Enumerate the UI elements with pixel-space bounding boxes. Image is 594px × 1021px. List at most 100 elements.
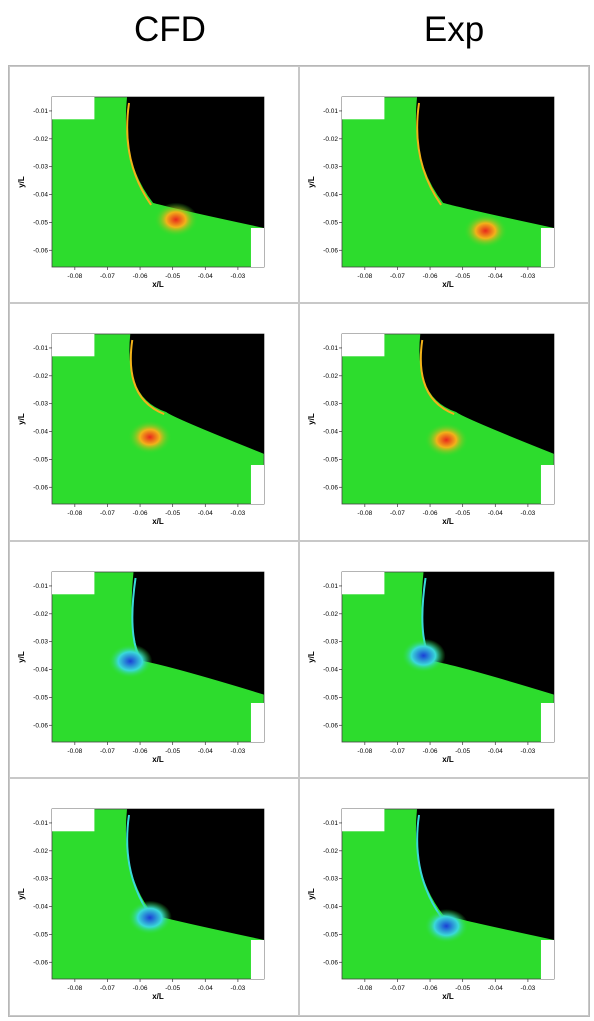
panel-exp-2: -0.08 -0.07 -0.06 -0.05 -0.04 -0.03 -0.01 -0.02… xyxy=(299,303,589,541)
flow-field-plot: -0.08 -0.07 -0.06 -0.05 -0.04 -0.03 -0.01 -0.02… xyxy=(17,333,265,526)
y-tick-label: -0.06 xyxy=(323,722,338,729)
x-axis-label: x/L xyxy=(152,517,164,526)
y-tick-label: -0.06 xyxy=(323,959,338,966)
y-axis-label: y/L xyxy=(17,176,26,188)
x-tick-label: -0.08 xyxy=(67,273,82,280)
x-tick-label: -0.08 xyxy=(67,985,82,992)
y-tick-label: -0.01 xyxy=(323,108,338,115)
hull-body xyxy=(129,334,264,454)
y-tick-label: -0.02 xyxy=(323,611,338,618)
y-tick-label: -0.03 xyxy=(323,164,338,171)
x-tick-label: -0.06 xyxy=(423,748,438,755)
domain-mask xyxy=(250,702,264,742)
x-tick-label: -0.04 xyxy=(488,273,503,280)
panel-exp-4: -0.08 -0.07 -0.06 -0.05 -0.04 -0.03 -0.01 -0.02… xyxy=(299,778,589,1016)
panel-cfd-4: -0.08 -0.07 -0.06 -0.05 -0.04 -0.03 -0.01 -0.02… xyxy=(9,778,299,1016)
x-tick-label: -0.04 xyxy=(198,985,213,992)
y-tick-label: -0.02 xyxy=(33,373,48,380)
y-tick-label: -0.03 xyxy=(323,639,338,646)
x-tick-label: -0.06 xyxy=(423,985,438,992)
x-tick-label: -0.04 xyxy=(488,510,503,517)
y-tick-label: -0.04 xyxy=(33,192,48,199)
cfd-column-title: CFD xyxy=(134,10,206,49)
x-tick-label: -0.05 xyxy=(455,985,470,992)
y-tick-label: -0.03 xyxy=(33,876,48,883)
domain-mask xyxy=(540,939,554,979)
y-tick-label: -0.01 xyxy=(33,345,48,352)
y-tick-label: -0.05 xyxy=(33,219,48,226)
vortex-core xyxy=(424,909,469,944)
domain-mask xyxy=(52,334,95,357)
y-tick-label: -0.01 xyxy=(323,345,338,352)
x-tick-label: -0.08 xyxy=(357,985,372,992)
domain-mask xyxy=(342,334,385,357)
x-tick-label: -0.03 xyxy=(230,273,245,280)
y-axis-label: y/L xyxy=(17,413,26,425)
y-tick-label: -0.04 xyxy=(323,904,338,911)
x-tick-label: -0.04 xyxy=(198,510,213,517)
x-axis-label: x/L xyxy=(152,280,164,289)
flow-field-plot: -0.08 -0.07 -0.06 -0.05 -0.04 -0.03 -0.01 -0.02… xyxy=(307,96,555,289)
y-tick-label: -0.05 xyxy=(33,694,48,701)
y-tick-label: -0.01 xyxy=(33,820,48,827)
x-axis-label: x/L xyxy=(152,755,164,764)
y-tick-label: -0.04 xyxy=(33,429,48,436)
y-axis-label: y/L xyxy=(17,888,26,900)
hull-body xyxy=(125,97,265,228)
x-tick-label: -0.06 xyxy=(133,273,148,280)
x-tick-label: -0.07 xyxy=(390,748,405,755)
x-tick-label: -0.06 xyxy=(133,510,148,517)
x-tick-label: -0.04 xyxy=(198,748,213,755)
x-tick-label: -0.03 xyxy=(520,273,535,280)
hull-body xyxy=(131,572,264,695)
exp-column-title: Exp xyxy=(423,10,485,49)
x-axis-label: x/L xyxy=(442,517,454,526)
x-tick-label: -0.07 xyxy=(390,985,405,992)
y-tick-label: -0.06 xyxy=(323,484,338,491)
y-tick-label: -0.05 xyxy=(323,931,338,938)
flow-field-plot: -0.08 -0.07 -0.06 -0.05 -0.04 -0.03 -0.01 -0.02… xyxy=(17,808,265,1001)
y-tick-label: -0.01 xyxy=(323,820,338,827)
domain-mask xyxy=(342,572,385,595)
y-tick-label: -0.04 xyxy=(323,429,338,436)
x-tick-label: -0.07 xyxy=(100,510,115,517)
x-tick-label: -0.07 xyxy=(100,748,115,755)
x-tick-label: -0.07 xyxy=(390,510,405,517)
y-tick-label: -0.02 xyxy=(33,136,48,143)
y-tick-label: -0.01 xyxy=(323,583,338,590)
y-axis-label: y/L xyxy=(307,413,316,425)
y-tick-label: -0.05 xyxy=(33,456,48,463)
x-tick-label: -0.08 xyxy=(357,748,372,755)
domain-mask xyxy=(342,97,385,120)
hull-body xyxy=(421,572,554,695)
x-tick-label: -0.05 xyxy=(165,510,180,517)
x-tick-label: -0.03 xyxy=(520,985,535,992)
x-tick-label: -0.05 xyxy=(455,510,470,517)
shear-layer xyxy=(416,102,442,206)
y-tick-label: -0.04 xyxy=(33,904,48,911)
comparison-grid: -0.08 -0.07 -0.06 -0.05 -0.04 -0.03 -0.01 -0.02… xyxy=(8,65,590,1017)
y-tick-label: -0.06 xyxy=(323,247,338,254)
panel-cfd-2: -0.08 -0.07 -0.06 -0.05 -0.04 -0.03 -0.01 -0.02… xyxy=(9,303,299,541)
flow-field-plot: -0.08 -0.07 -0.06 -0.05 -0.04 -0.03 -0.01 -0.02… xyxy=(307,808,555,1001)
flow-field-plot: -0.08 -0.07 -0.06 -0.05 -0.04 -0.03 -0.01 -0.02… xyxy=(17,96,265,289)
y-axis-label: y/L xyxy=(307,888,316,900)
vortex-core xyxy=(108,644,153,679)
x-tick-label: -0.04 xyxy=(488,985,503,992)
y-tick-label: -0.06 xyxy=(33,484,48,491)
domain-mask xyxy=(250,464,264,504)
x-tick-label: -0.06 xyxy=(133,748,148,755)
x-axis-label: x/L xyxy=(442,755,454,764)
x-tick-label: -0.05 xyxy=(165,273,180,280)
shear-layer xyxy=(416,814,442,918)
x-tick-label: -0.03 xyxy=(230,510,245,517)
y-tick-label: -0.06 xyxy=(33,959,48,966)
domain-mask xyxy=(540,702,554,742)
x-tick-label: -0.05 xyxy=(165,985,180,992)
panel-cfd-3: -0.08 -0.07 -0.06 -0.05 -0.04 -0.03 -0.01 -0.02… xyxy=(9,541,299,778)
y-tick-label: -0.01 xyxy=(33,108,48,115)
shear-layer xyxy=(129,339,165,415)
domain-mask xyxy=(52,809,95,832)
domain-mask xyxy=(540,227,554,267)
y-tick-label: -0.02 xyxy=(323,373,338,380)
